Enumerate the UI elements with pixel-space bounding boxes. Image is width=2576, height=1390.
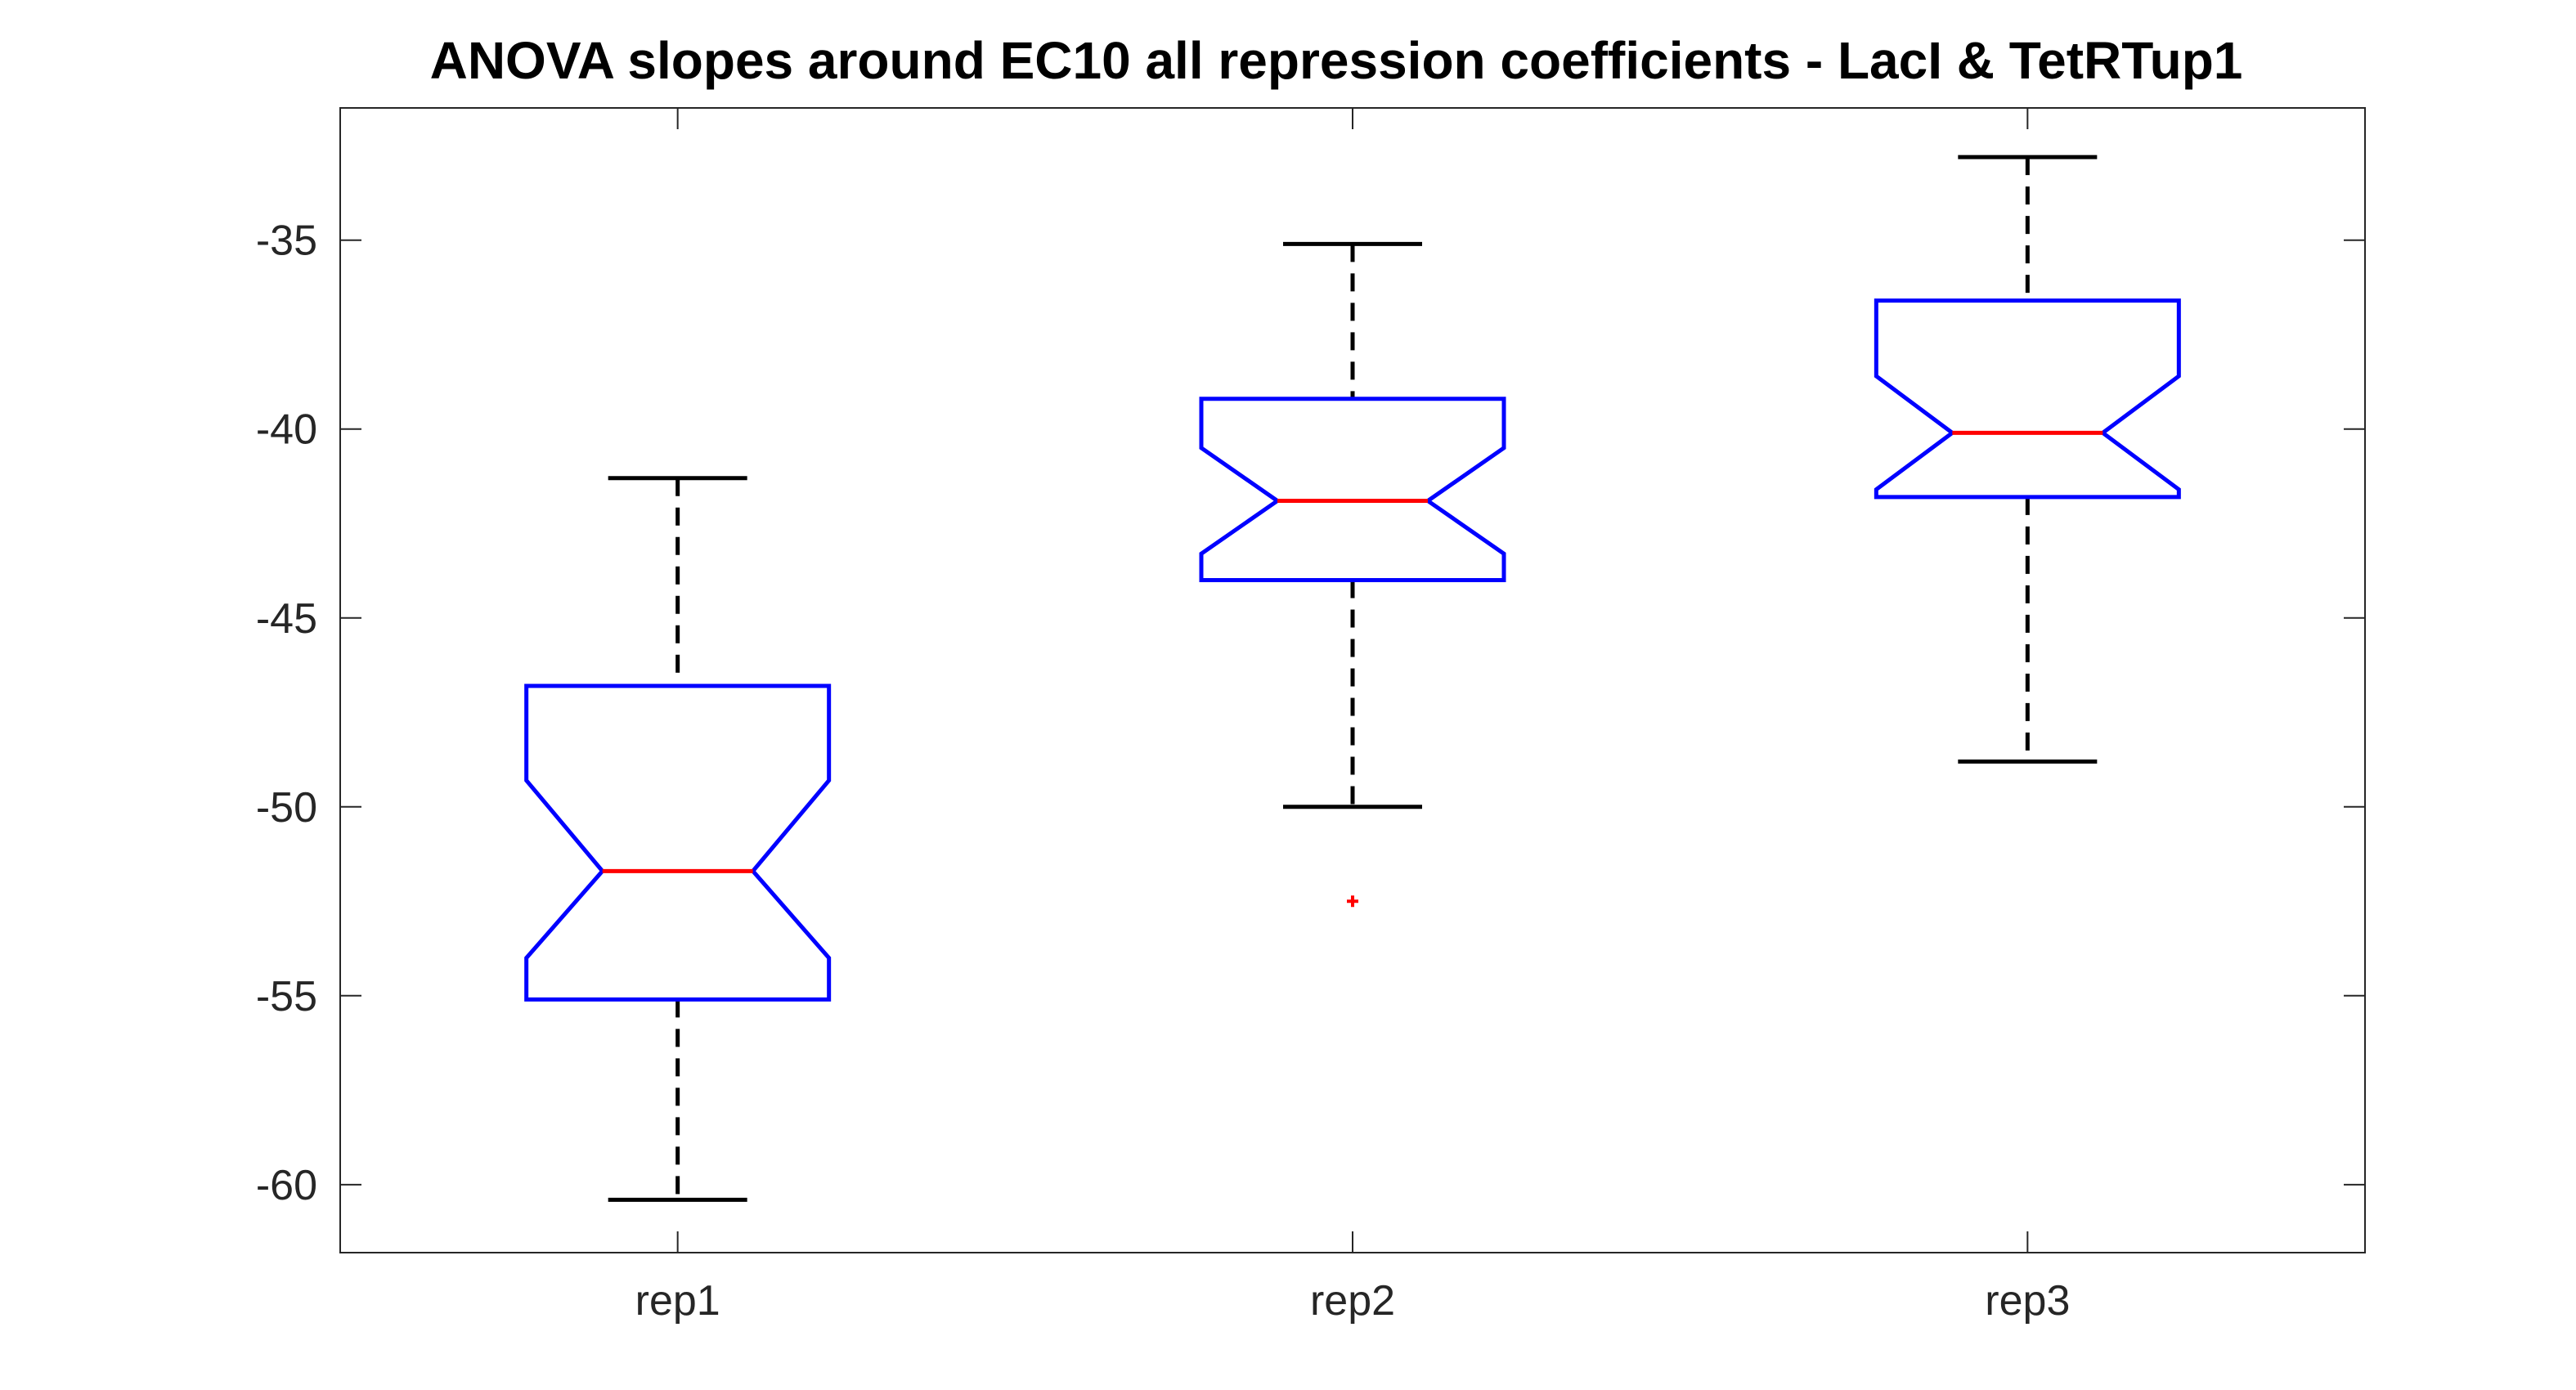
outlier-point [1347,895,1358,908]
x-tick-label: rep3 [1985,1277,2070,1325]
box-rep1 [524,476,832,1202]
y-tick-label: -40 [256,406,317,454]
y-tick-label: -45 [256,595,317,643]
y-tick-label: -60 [256,1162,317,1209]
box-rep3 [1874,155,2181,764]
y-tick-label: -50 [256,784,317,832]
notched-box [1874,298,2181,500]
chart-title: ANOVA slopes around EC10 all repression … [430,31,2243,90]
box-rep2 [1199,241,1506,908]
y-tick-label: -55 [256,973,317,1020]
box-series [524,155,2181,1202]
x-tick-label: rep2 [1310,1277,1395,1325]
y-axis: -35 -40 -45 -50 -55 -60 [256,217,2365,1209]
x-axis: rep1 rep2 rep3 [635,108,2070,1325]
y-tick-label: -35 [256,217,317,265]
notched-box [524,684,832,1002]
notched-box [1199,397,1506,583]
plot-area: -35 -40 -45 -50 -55 -60 rep1 rep2 rep3 [256,107,2366,1325]
x-tick-label: rep1 [635,1277,720,1325]
